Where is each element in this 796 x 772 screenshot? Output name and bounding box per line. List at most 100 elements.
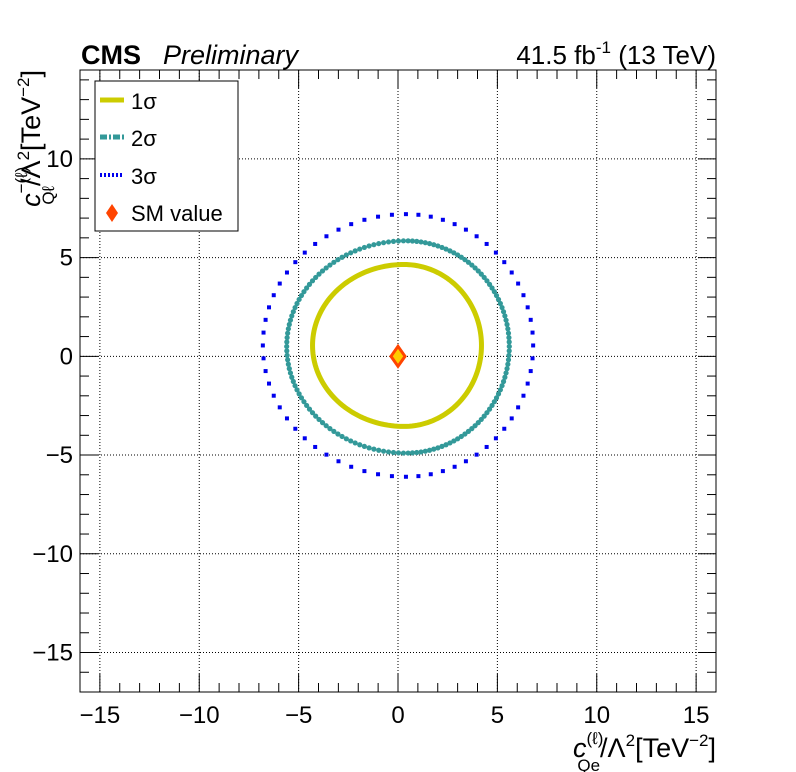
contour-2sigma-point <box>447 248 453 254</box>
contour-2sigma-point <box>286 366 292 372</box>
contour-2sigma-point <box>361 443 367 449</box>
contour-2sigma-point <box>296 296 302 303</box>
x-tick-label: 10 <box>583 702 610 729</box>
contour-2sigma-point <box>343 252 349 258</box>
contour-2sigma-point <box>505 357 512 363</box>
contour-2sigma-point <box>414 449 420 456</box>
contour-2sigma-point <box>504 321 510 328</box>
contour-2sigma-point <box>376 240 382 247</box>
contour-2sigma-point <box>451 250 457 256</box>
contour-2sigma-point <box>294 300 300 307</box>
contour-2sigma-point <box>298 292 305 299</box>
contour-2sigma-point <box>381 240 387 246</box>
contour-3sigma-point <box>313 444 318 449</box>
contour-3sigma-point <box>362 217 367 222</box>
legend: 1σ 2σ 3σ SM value <box>94 80 239 232</box>
contour-3sigma-point <box>284 270 289 275</box>
x-tick-label: 15 <box>683 702 710 729</box>
contour-2sigma-point <box>348 438 354 444</box>
contour-2sigma-point <box>381 448 387 454</box>
contour-3sigma-point <box>362 469 367 474</box>
contour-2sigma-point <box>306 281 313 287</box>
contour-2sigma-point <box>309 278 316 284</box>
contour-2sigma-point <box>335 257 341 263</box>
contour-2sigma-point <box>284 348 290 354</box>
contour-2sigma-point <box>447 440 453 446</box>
contour-2sigma-point <box>439 244 445 251</box>
contour-2sigma-point <box>316 416 322 423</box>
contour-3sigma-point <box>403 212 408 217</box>
contour-2sigma-point <box>500 309 507 315</box>
contour-2sigma-point <box>418 239 424 245</box>
contour-2sigma-point <box>287 317 294 323</box>
axis-ticks <box>79 70 717 693</box>
contour-2sigma-point <box>506 339 512 345</box>
contour-3sigma-point <box>474 234 479 239</box>
contour-2sigma-point <box>400 450 407 456</box>
y-tick-label: 0 <box>60 343 73 370</box>
legend-label-3sigma: 3σ <box>131 164 157 189</box>
contour-2sigma-point <box>489 285 495 291</box>
contour-3sigma-point <box>530 330 535 335</box>
contour-2sigma-point <box>294 387 300 393</box>
contour-2sigma-point <box>352 440 358 446</box>
contour-2sigma-point <box>506 343 512 350</box>
contour-2sigma-point <box>327 426 333 432</box>
legend-box <box>94 80 239 232</box>
contour-3sigma-point <box>324 234 329 239</box>
contour-3sigma-point <box>525 381 530 386</box>
contour-2sigma-point <box>339 433 345 440</box>
contour-2sigma-point <box>499 383 505 389</box>
contour-2sigma-point <box>285 357 291 363</box>
contour-3sigma-point <box>525 305 530 310</box>
contour-2sigma-point <box>284 339 290 345</box>
contour-2sigma-point <box>426 240 433 247</box>
contour-2sigma-point <box>400 238 407 244</box>
x-tick-label: −15 <box>80 702 121 729</box>
contour-2sigma-point <box>495 391 502 397</box>
contour-2sigma-point <box>285 326 291 332</box>
contour-2sigma-point <box>506 348 512 354</box>
contour-2sigma-point <box>451 438 457 444</box>
contour-3sigma-point <box>324 452 329 457</box>
contour-2sigma-point <box>443 246 449 252</box>
contour-2sigma-point <box>366 445 372 451</box>
legend-label-2sigma: 2σ <box>131 126 157 151</box>
contour-2sigma-point <box>493 292 500 299</box>
contour-2sigma-point <box>502 313 508 319</box>
contour-2sigma-point <box>331 259 337 265</box>
contour-2sigma-point <box>352 248 358 254</box>
contour-2sigma-point <box>422 448 428 454</box>
contour-2sigma-point <box>493 395 500 401</box>
contour-2sigma-point <box>316 271 322 277</box>
contour-2sigma-point <box>371 446 377 452</box>
contour-2sigma-point <box>301 289 307 295</box>
contour-2sigma-point <box>313 274 319 281</box>
contour-2sigma-point <box>290 309 296 315</box>
contour-2sigma-point <box>289 313 295 319</box>
contour-3sigma-point <box>263 369 268 374</box>
contour-2sigma-point <box>505 330 512 336</box>
contour-2sigma-point <box>497 387 503 393</box>
contour-2sigma-point <box>395 238 402 244</box>
contour-2sigma-point <box>503 370 509 376</box>
contour-3sigma-point <box>389 212 394 217</box>
contour-3sigma-point <box>528 369 533 374</box>
contour-2sigma-point <box>390 449 397 456</box>
contour-2sigma-point <box>503 317 509 323</box>
contour-2sigma-point <box>284 335 290 341</box>
contour-2sigma-point <box>385 449 392 455</box>
contour-2sigma-point <box>304 402 310 409</box>
contour-3sigma-point <box>416 212 421 217</box>
contour-2sigma-point <box>284 343 290 350</box>
contour-3sigma-point <box>509 270 514 275</box>
contour-3sigma-point <box>349 222 354 227</box>
contour-3sigma-point <box>521 293 526 298</box>
contour-2sigma-point <box>505 326 511 332</box>
contour-2sigma-point <box>431 242 437 248</box>
contour-2sigma-point <box>301 399 307 405</box>
contour-2sigma-point <box>371 242 377 248</box>
contour-3sigma-point <box>521 393 526 398</box>
contour-2sigma-point <box>497 300 503 307</box>
